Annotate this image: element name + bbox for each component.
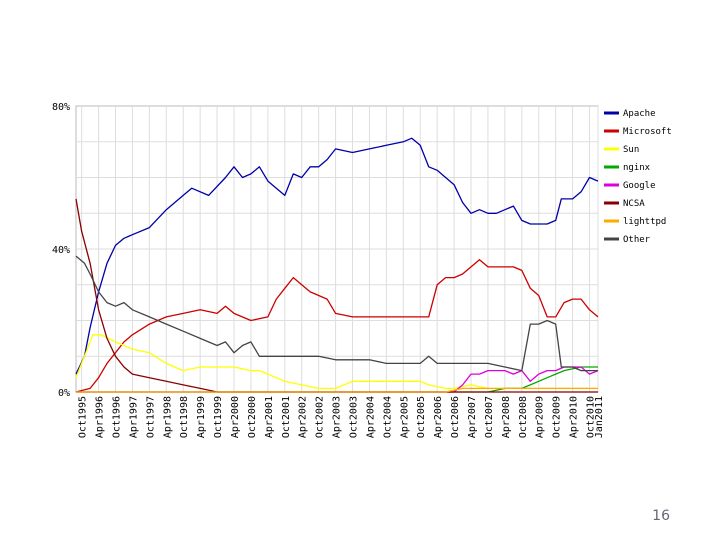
y-tick-label: 0% [58, 388, 70, 399]
x-tick-label: Apr2009 [535, 396, 546, 438]
y-axis-ticks: 80% 40% 0% [52, 102, 70, 399]
series-line-microsoft [75, 259, 599, 393]
x-tick-label: Oct1995 [78, 396, 89, 438]
legend-label-sun: Sun [623, 145, 639, 155]
legend-label-lighttpd: lighttpd [623, 217, 666, 227]
x-tick-label: Apr2002 [298, 396, 309, 438]
series-line-other [75, 255, 598, 372]
series-line-apache [75, 137, 599, 375]
x-tick-label: Apr2007 [467, 396, 478, 438]
x-tick-label: Apr2006 [433, 396, 444, 438]
legend-label-google: Google [623, 181, 656, 191]
x-tick-label: Apr1999 [196, 396, 207, 438]
x-tick-label: Oct2003 [349, 396, 360, 438]
x-tick-label: Oct2009 [552, 396, 563, 438]
x-tick-label: Apr1996 [95, 396, 106, 438]
x-tick-label: Oct2002 [315, 396, 326, 438]
y-tick-label: 80% [52, 102, 70, 113]
x-axis-ticks: Oct1995 Apr1996 Oct1996 Apr1997 Oct1997 Apr19… [78, 396, 605, 438]
page-number: 16 [652, 508, 670, 524]
grid [76, 106, 599, 392]
x-tick-label: Apr2005 [399, 396, 410, 438]
x-tick-label: Oct1999 [213, 396, 224, 438]
legend-label-nginx: nginx [623, 163, 651, 173]
x-tick-label: Oct1997 [145, 396, 156, 438]
x-tick-label: Apr1997 [128, 396, 139, 438]
legend-label-other: Other [623, 235, 651, 245]
legend: Apache Microsoft Sun nginx Google NCSA lighttp… [604, 109, 672, 245]
x-tick-label: Oct2005 [416, 396, 427, 438]
series-lines [75, 137, 599, 393]
x-tick-label: Apr2001 [264, 396, 275, 438]
x-tick-label: Apr2003 [332, 396, 343, 438]
x-tick-label: Oct1998 [179, 396, 190, 438]
series-line-ncsa [75, 198, 598, 393]
x-tick-label: Apr2004 [365, 396, 376, 438]
x-tick-label: Oct2006 [450, 396, 461, 438]
x-tick-label: Oct2004 [382, 396, 393, 438]
y-tick-label: 40% [52, 245, 70, 256]
x-tick-label: Oct2008 [518, 396, 529, 438]
x-tick-label: Oct2000 [247, 396, 258, 438]
x-tick-label: Apr2010 [569, 396, 580, 438]
x-tick-label: Apr2008 [501, 396, 512, 438]
x-tick-label: Oct2010 [586, 396, 597, 438]
x-tick-label: Oct2007 [484, 396, 495, 438]
legend-label-microsoft: Microsoft [623, 127, 672, 137]
x-tick-label: Oct2001 [281, 396, 292, 438]
series-line-nginx [76, 366, 598, 393]
x-tick-label: Oct1996 [112, 396, 123, 438]
x-tick-label: Apr1998 [162, 396, 173, 438]
legend-label-ncsa: NCSA [623, 199, 645, 209]
x-tick-label: Apr2000 [230, 396, 241, 438]
series-line-lighttpd [76, 387, 598, 393]
legend-label-apache: Apache [623, 109, 656, 119]
x-tick-label: Jan2011 [594, 396, 605, 438]
